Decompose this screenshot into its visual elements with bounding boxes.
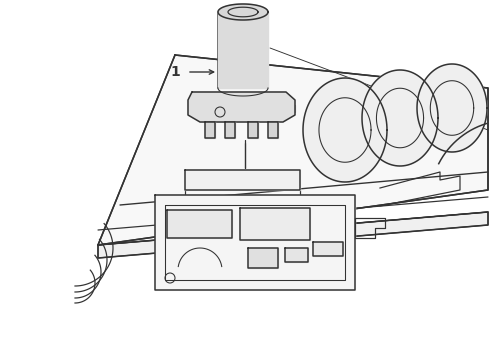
Polygon shape <box>362 70 438 166</box>
Polygon shape <box>303 78 387 182</box>
Polygon shape <box>268 122 278 138</box>
Polygon shape <box>240 208 310 240</box>
Polygon shape <box>285 248 308 262</box>
Polygon shape <box>218 12 268 88</box>
Polygon shape <box>225 122 235 138</box>
Polygon shape <box>248 122 258 138</box>
Polygon shape <box>417 64 487 152</box>
Polygon shape <box>98 55 488 245</box>
Text: 1: 1 <box>170 65 180 79</box>
Polygon shape <box>155 195 355 290</box>
Polygon shape <box>248 248 278 268</box>
Polygon shape <box>313 242 343 256</box>
Polygon shape <box>205 122 215 138</box>
Polygon shape <box>188 92 295 122</box>
Polygon shape <box>98 212 488 258</box>
Polygon shape <box>218 4 268 20</box>
Polygon shape <box>167 210 232 238</box>
Polygon shape <box>185 170 300 190</box>
